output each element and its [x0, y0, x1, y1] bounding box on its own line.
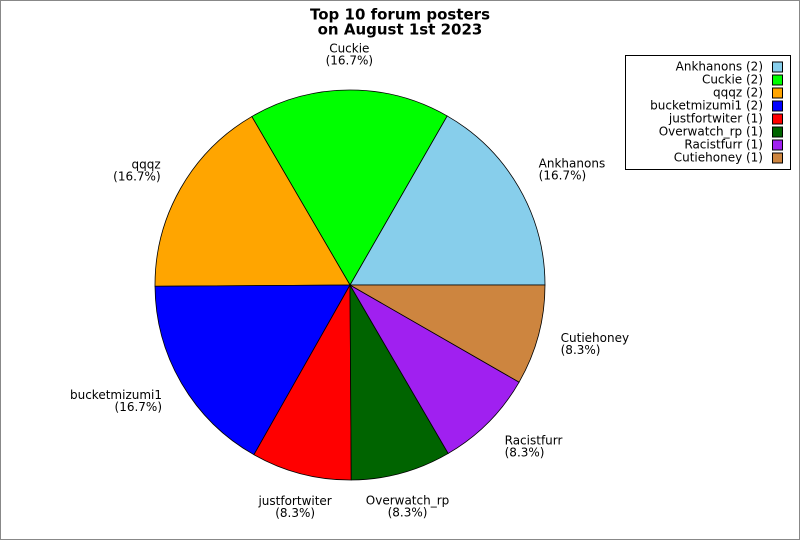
legend-swatch — [772, 74, 783, 86]
legend-label: Overwatch_rp (1) — [659, 125, 763, 139]
legend-label: bucketmizumi1 (2) — [650, 99, 763, 113]
legend-box — [625, 55, 791, 170]
pie-slice — [154, 284, 351, 456]
legend-label: justfortwiter (1) — [668, 112, 763, 126]
slice-value-label: (8.3%) — [275, 506, 315, 520]
legend-label: Cutiehoney (1) — [674, 151, 763, 165]
chart-title: on August 1st 2023 — [318, 21, 483, 39]
slice-label: qqqz — [131, 158, 160, 172]
legend-label: Ankhanons (2) — [676, 60, 763, 74]
legend-swatch — [772, 100, 783, 112]
slice-value-label: (8.3%) — [388, 505, 428, 519]
legend-swatch — [772, 126, 783, 138]
legend-swatch — [772, 61, 783, 73]
slice-value-label: (16.7%) — [115, 400, 162, 414]
pie-slice — [349, 283, 449, 481]
pie-slice — [154, 115, 351, 287]
pie-slice — [253, 283, 352, 481]
legend-swatch — [772, 152, 783, 164]
legend-label: qqqz (2) — [713, 86, 763, 100]
legend-swatch — [772, 139, 783, 151]
chart-title: Top 10 forum posters — [310, 6, 490, 24]
slice-label: Ankhanons — [539, 156, 606, 170]
pie-slice — [349, 115, 546, 286]
slice-label: justfortwiter — [257, 494, 331, 508]
legend-label: Cuckie (2) — [702, 73, 763, 87]
pie-slice — [251, 89, 448, 286]
slice-value-label: (16.7%) — [113, 170, 160, 184]
slice-label: bucketmizumi1 — [70, 388, 162, 402]
slice-label: Racistfurr — [505, 434, 563, 448]
slice-value-label: (8.3%) — [505, 446, 545, 460]
slice-value-label: (16.7%) — [539, 168, 586, 182]
pie-slice — [348, 283, 520, 455]
legend-label: Racistfurr (1) — [684, 138, 763, 152]
legend-swatch — [772, 113, 783, 125]
slice-value-label: (16.7%) — [326, 54, 373, 68]
slice-label: Cutiehoney — [561, 331, 629, 345]
legend-swatch — [772, 87, 783, 99]
pie-slice — [348, 284, 546, 383]
slice-label: Overwatch_rp — [366, 493, 450, 507]
slice-value-label: (8.3%) — [561, 343, 601, 357]
slice-label: Cuckie — [329, 42, 369, 56]
